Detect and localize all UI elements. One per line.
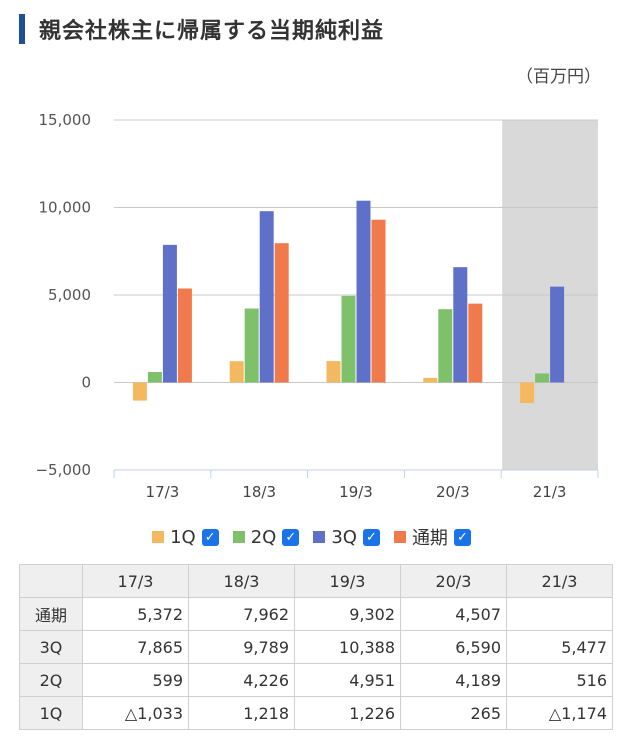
table-row: 2Q 599 4,226 4,951 4,189 516 [19,663,613,697]
bar-1Q-18/3 [229,361,244,383]
legend-item-annual[interactable]: 通期 ✓ [393,524,471,550]
table-header-cell: 18/3 [188,564,295,598]
table-cell: 4,507 [400,597,507,631]
x-tick-label: 19/3 [339,483,373,501]
legend: 1Q ✓ 2Q ✓ 3Q ✓ 通期 ✓ [0,524,623,550]
table-cell: 516 [506,663,613,697]
legend-label-1q: 1Q [170,526,196,548]
legend-swatch-annual [393,531,406,543]
legend-label-2q: 2Q [250,526,277,548]
x-tick-label: 18/3 [242,483,276,501]
table-cell: 9,789 [188,630,295,664]
bar-2Q-17/3 [147,372,162,383]
bar-3Q-21/3 [550,286,565,383]
y-tick-label: −5,000 [35,461,91,479]
table-cell: 1,226 [294,696,401,730]
table-cell: 7,962 [188,597,295,631]
bar-通期-17/3 [177,288,192,383]
checkbox-checked-icon[interactable]: ✓ [453,528,471,546]
bar-1Q-21/3 [520,382,535,404]
row-label: 2Q [19,663,83,697]
table-header-cell: 20/3 [400,564,507,598]
legend-label-annual: 通期 [411,528,448,549]
table-cell: 4,226 [188,663,295,697]
bar-3Q-19/3 [356,200,371,383]
checkbox-checked-icon[interactable]: ✓ [362,528,380,546]
table-cell: 10,388 [294,630,401,664]
bar-3Q-17/3 [162,244,177,383]
y-tick-label: 5,000 [48,286,91,304]
bar-2Q-21/3 [535,373,550,383]
table-header-cell: 21/3 [506,564,613,598]
table-cell: 1,218 [188,696,295,730]
row-label: 通期 [19,597,83,631]
legend-swatch-2q [232,531,245,543]
table-header-cell: 17/3 [82,564,189,598]
bar-2Q-20/3 [438,309,453,383]
chart-title: 親会社株主に帰属する当期純利益 [19,14,384,44]
table-cell: 5,477 [506,630,613,664]
table-cell: 599 [82,663,189,697]
legend-swatch-1q [152,531,165,543]
page-title: 親会社株主に帰属する当期純利益 [39,19,385,44]
y-tick-label: 15,000 [39,111,92,129]
bar-1Q-17/3 [132,382,147,401]
table-cell: 7,865 [82,630,189,664]
bar-通期-20/3 [468,303,483,383]
legend-label-3q: 3Q [331,526,357,548]
legend-item-3q[interactable]: 3Q ✓ [313,524,380,550]
bar-1Q-19/3 [326,361,341,383]
row-label: 1Q [19,696,83,730]
bar-2Q-18/3 [244,308,259,383]
table-header-cell: 19/3 [294,564,401,598]
table-cell: △1,174 [506,696,613,730]
table-cell: △1,033 [82,696,189,730]
unit-label: （百万円） [516,67,601,87]
table-cell: 4,951 [294,663,401,697]
table-row: 通期 5,372 7,962 9,302 4,507 [19,597,613,631]
x-tick-label: 20/3 [436,483,470,501]
table-cell: 6,590 [400,630,507,664]
y-tick-label: 10,000 [39,199,92,217]
x-tick-label: 21/3 [533,483,567,501]
bar-3Q-20/3 [453,267,468,383]
table-cell: 265 [400,696,507,730]
bar-chart: 15,000 10,000 5,000 0 −5,000 17/3 18/3 19/3 20/3… [35,111,599,501]
bar-通期-19/3 [371,219,386,383]
y-tick-label: 0 [81,374,91,392]
table-header-cell [19,564,83,598]
checkbox-checked-icon[interactable]: ✓ [282,528,300,546]
bar-3Q-18/3 [259,211,274,383]
title-accent-bar [19,14,25,44]
legend-item-1q[interactable]: 1Q ✓ [152,524,219,550]
bar-通期-18/3 [274,243,289,383]
bar-1Q-20/3 [423,377,438,383]
table-header-row: 17/3 18/3 19/3 20/3 21/3 [19,564,613,598]
table-row: 3Q 7,865 9,789 10,388 6,590 5,477 [19,630,613,664]
legend-swatch-3q [313,531,326,543]
row-label: 3Q [19,630,83,664]
table-cell [506,597,613,631]
checkbox-checked-icon[interactable]: ✓ [201,528,219,546]
legend-item-2q[interactable]: 2Q ✓ [232,524,300,550]
table-cell: 4,189 [400,663,507,697]
table-cell: 5,372 [82,597,189,631]
table-cell: 9,302 [294,597,401,631]
bar-2Q-19/3 [341,295,356,383]
data-table: 17/3 18/3 19/3 20/3 21/3 通期 5,372 7,962 … [19,564,613,730]
table-row: 1Q △1,033 1,218 1,226 265 △1,174 [19,696,613,730]
x-tick-label: 17/3 [146,483,180,501]
